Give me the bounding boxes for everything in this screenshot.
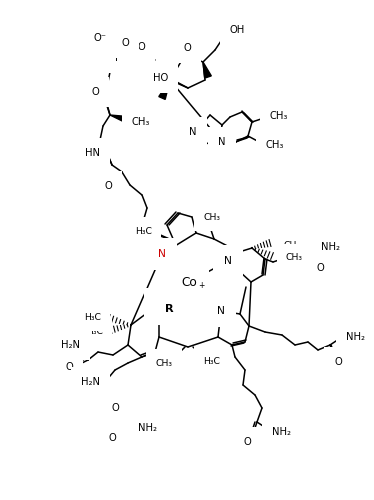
Polygon shape	[159, 80, 170, 100]
Text: CH₃: CH₃	[132, 117, 150, 127]
Text: O: O	[137, 42, 145, 52]
Text: OH: OH	[230, 25, 245, 35]
Text: CH₃: CH₃	[286, 254, 303, 262]
Text: N: N	[217, 306, 225, 316]
Text: O: O	[65, 362, 73, 372]
Text: O⁻: O⁻	[94, 33, 107, 43]
Polygon shape	[110, 115, 129, 124]
Text: O: O	[183, 43, 191, 53]
Text: N: N	[155, 299, 163, 309]
Text: O: O	[108, 433, 116, 443]
Text: O: O	[316, 263, 324, 273]
Text: O: O	[104, 181, 112, 191]
Text: H₂N: H₂N	[61, 340, 80, 350]
Text: HN: HN	[85, 148, 100, 158]
Text: CH₃: CH₃	[266, 140, 284, 150]
Text: N: N	[189, 127, 197, 137]
Text: CH₃: CH₃	[156, 358, 172, 368]
Text: O: O	[121, 38, 129, 48]
Text: NH₂: NH₂	[272, 427, 291, 437]
Text: P: P	[115, 53, 121, 63]
Text: O: O	[111, 403, 119, 413]
Text: NH₂: NH₂	[321, 242, 340, 252]
Text: O: O	[243, 437, 251, 447]
Text: +: +	[198, 280, 204, 289]
Text: H₃C: H₃C	[86, 326, 103, 336]
Text: O: O	[334, 357, 342, 367]
Text: N: N	[158, 249, 166, 259]
Text: H₃C: H₃C	[203, 356, 221, 366]
Text: H₂N: H₂N	[81, 377, 100, 387]
Text: N: N	[224, 256, 232, 266]
Text: NH₂: NH₂	[346, 332, 365, 342]
Text: CH₃: CH₃	[270, 111, 288, 121]
Text: R: R	[165, 304, 173, 314]
Polygon shape	[203, 62, 211, 78]
Text: CH₃: CH₃	[203, 212, 221, 222]
Text: HO: HO	[153, 73, 168, 83]
Text: NH₂: NH₂	[138, 423, 157, 433]
Text: H₃C: H₃C	[84, 312, 101, 322]
Text: Co: Co	[181, 276, 197, 288]
Text: N: N	[218, 137, 226, 147]
Text: H₃C: H₃C	[135, 226, 152, 235]
Text: O: O	[91, 87, 99, 97]
Text: CH₃: CH₃	[284, 240, 301, 250]
